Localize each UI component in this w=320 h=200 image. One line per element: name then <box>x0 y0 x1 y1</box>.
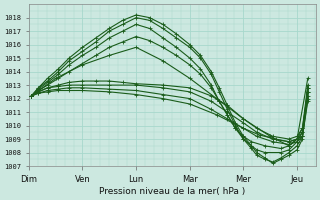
X-axis label: Pression niveau de la mer( hPa ): Pression niveau de la mer( hPa ) <box>99 187 245 196</box>
